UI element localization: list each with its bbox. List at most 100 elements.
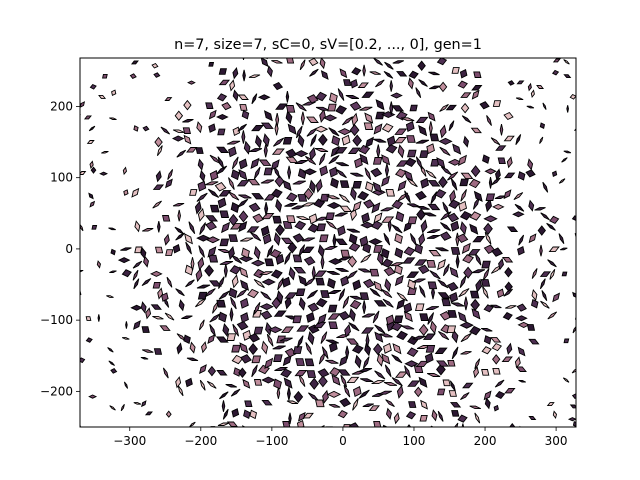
y-tick-label: −200	[40, 384, 73, 398]
rhombus-tile	[340, 181, 348, 188]
rhombus-tile	[527, 325, 534, 331]
rhombus-tile	[386, 189, 394, 196]
rhombus-tile	[410, 105, 417, 111]
rhombus-tile	[252, 356, 260, 363]
rhombus-tile	[427, 261, 435, 268]
rhombus-tile	[305, 359, 313, 366]
rhombus-tile	[220, 239, 228, 246]
rhombus-tile	[163, 216, 170, 222]
rhombus-tile	[321, 291, 329, 298]
rhombus-tile	[344, 80, 351, 86]
rhombus-tile	[452, 68, 459, 74]
rhombus-tile	[206, 103, 213, 109]
rhombus-tile	[416, 304, 424, 311]
y-tick-label: −100	[40, 313, 73, 327]
rhombus-tile	[317, 224, 325, 231]
rhombus-tile	[286, 106, 294, 113]
rhombus-tile	[142, 327, 149, 333]
rhombus-tile	[326, 213, 334, 220]
rhombus-tile	[448, 311, 456, 318]
rhombus-tile	[293, 255, 301, 262]
rhombus-tile	[321, 194, 329, 201]
rhombus-tile	[364, 123, 372, 130]
rhombus-tile	[564, 339, 569, 343]
rhombus-tile	[307, 371, 315, 378]
y-tick-label: 0	[65, 242, 73, 256]
rhombus-tile	[409, 402, 416, 408]
rhombus-tile	[374, 246, 382, 253]
rhombus-tile	[183, 128, 190, 134]
rhombus-tile	[341, 250, 349, 257]
rhombus-tile	[481, 280, 489, 287]
rhombus-tile	[86, 317, 91, 321]
chart-title: n=7, size=7, sC=0, sV=[0.2, ..., 0], gen…	[174, 37, 482, 53]
rhombus-tile	[316, 278, 324, 285]
y-tick-label: 200	[50, 99, 73, 113]
rhombus-tile	[98, 314, 100, 321]
y-tick-label: 100	[50, 171, 73, 185]
x-tick-label: 300	[545, 434, 568, 448]
rhombus-tile	[190, 190, 197, 196]
rhombus-tile	[283, 422, 290, 428]
x-tick-label: −200	[184, 434, 217, 448]
rhombus-tile	[374, 421, 381, 427]
rhombus-tile	[394, 316, 402, 323]
rhombus-tile	[447, 326, 455, 333]
rhombus-tile	[420, 314, 428, 321]
rhombus-tile	[460, 179, 468, 186]
rhombus-tile	[493, 101, 500, 107]
rhombus-tile	[135, 247, 142, 253]
x-tick-label: −300	[113, 434, 146, 448]
rhombus-tile	[471, 291, 479, 298]
rhombus-tile	[482, 261, 490, 268]
rhombus-tile	[449, 391, 456, 397]
rhombus-tile	[274, 355, 282, 362]
rhombus-tile	[92, 226, 97, 230]
rhombus-tile	[420, 151, 428, 158]
rhombus-tile	[273, 216, 281, 223]
rhombus-tile	[209, 63, 214, 67]
rhombus-tile	[493, 368, 500, 374]
rhombus-tile	[482, 370, 489, 376]
rhombus-tile	[442, 299, 450, 306]
rhombus-tile	[329, 322, 337, 329]
rhombus-tile	[287, 216, 295, 223]
rhombus-tile	[448, 360, 455, 366]
rhombus-tile	[486, 194, 494, 201]
rhombus-tile	[328, 305, 336, 312]
rhombus-tile	[103, 74, 108, 78]
rhombus-tile	[376, 112, 384, 119]
x-tick-label: −100	[255, 434, 288, 448]
rhombus-tile	[474, 72, 481, 78]
rhombus-tile	[370, 269, 378, 276]
rhombus-tile	[153, 282, 160, 288]
rhombus-tile	[320, 235, 328, 242]
rhombus-tile	[217, 300, 225, 307]
rhombus-tile	[374, 158, 382, 165]
rhombus-tile	[408, 150, 416, 157]
rhombus-tile	[426, 346, 434, 353]
rhombus-tile	[211, 205, 219, 212]
rhombus-tile	[240, 105, 247, 111]
rhombus-tile	[328, 104, 336, 111]
rhombus-tile	[293, 316, 301, 323]
rhombus-tile	[126, 321, 128, 328]
rhombus-tile	[567, 105, 569, 112]
rhombus-tile	[154, 349, 161, 355]
rhombus-tile	[316, 400, 324, 407]
rhombus-tile	[209, 255, 217, 262]
rhombus-tile	[296, 289, 304, 296]
x-tick-label: 200	[474, 434, 497, 448]
rhombus-tile	[451, 248, 459, 255]
rhombus-tile	[443, 380, 450, 386]
rhombus-tile	[407, 136, 415, 143]
rhombus-tile	[245, 401, 252, 407]
rhombus-tile	[296, 359, 304, 366]
rhombus-tile	[428, 282, 436, 289]
rhombus-tile	[430, 134, 438, 141]
rhombus-tile	[265, 259, 273, 266]
rhombus-tile	[420, 415, 427, 421]
x-tick-label: 100	[403, 434, 426, 448]
rhombus-tile	[283, 137, 291, 144]
